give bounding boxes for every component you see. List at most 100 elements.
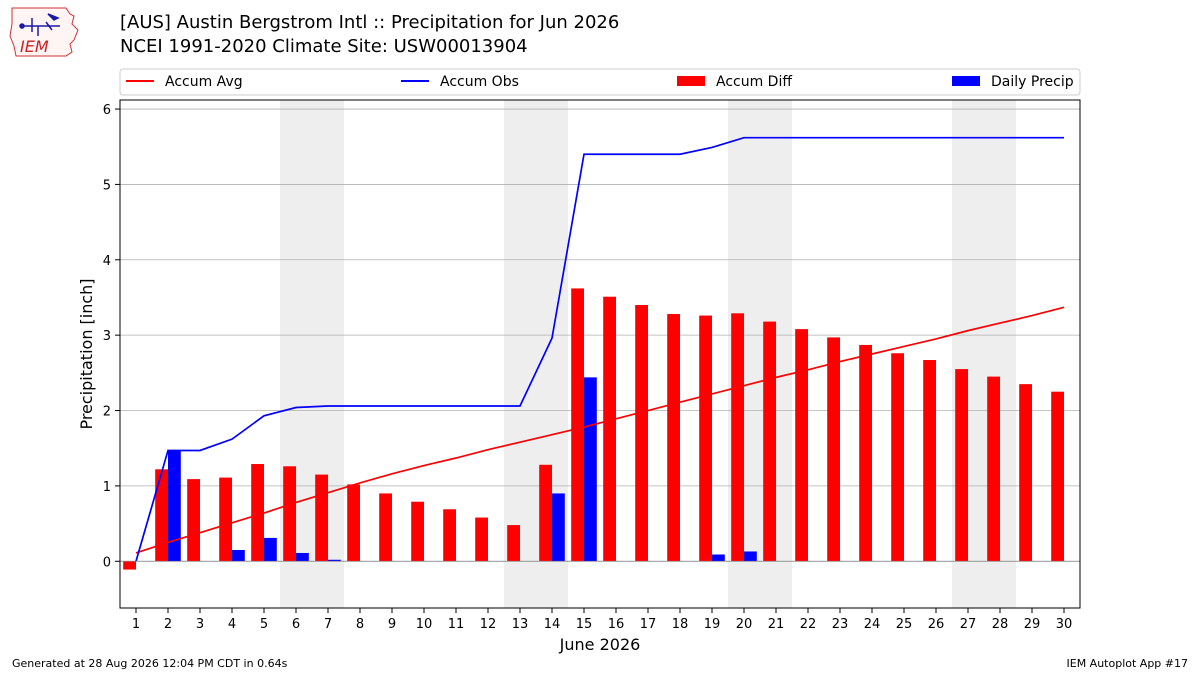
accum-diff-bar bbox=[507, 525, 520, 562]
accum-diff-bar bbox=[155, 469, 168, 562]
y-tick-label: 5 bbox=[103, 178, 111, 193]
daily-precip-bar bbox=[296, 552, 309, 562]
accum-diff-bar bbox=[891, 353, 904, 562]
accum-diff-bar bbox=[571, 288, 584, 562]
accum-avg-line bbox=[135, 306, 1065, 554]
accum-diff-bar bbox=[443, 509, 456, 562]
x-tick-label: 12 bbox=[480, 617, 497, 632]
x-tick-label: 6 bbox=[292, 617, 300, 632]
y-tick-label: 6 bbox=[103, 103, 111, 118]
accum-obs-line bbox=[135, 136, 1064, 562]
x-tick-label: 15 bbox=[576, 617, 593, 632]
daily-precip-bar bbox=[744, 551, 757, 562]
legend-item-accum-obs: Accum Obs bbox=[401, 74, 519, 90]
accum-diff-bar bbox=[1051, 391, 1064, 562]
x-tick-label: 2 bbox=[164, 617, 172, 632]
x-tick-label: 11 bbox=[448, 617, 465, 632]
legend-swatch-bar bbox=[952, 76, 980, 86]
legend-label: Accum Obs bbox=[440, 74, 519, 90]
iowa-outline-icon bbox=[9, 7, 79, 57]
accum-diff-bar bbox=[987, 376, 1000, 562]
legend-label: Daily Precip bbox=[991, 74, 1074, 90]
x-tick-label: 24 bbox=[864, 617, 881, 632]
x-tick-label: 5 bbox=[260, 617, 268, 632]
daily-precip-bar bbox=[264, 537, 277, 562]
x-tick-label: 22 bbox=[800, 617, 817, 632]
x-tick-label: 20 bbox=[736, 617, 753, 632]
y-tick-label: 1 bbox=[103, 480, 111, 495]
legend: Accum Avg Accum Obs Accum Diff Daily Pre… bbox=[119, 68, 1081, 96]
x-tick-label: 9 bbox=[388, 617, 396, 632]
daily-precip-bar bbox=[232, 549, 245, 562]
footer-app-text: IEM Autoplot App #17 bbox=[1066, 657, 1189, 670]
x-axis-label: June 2026 bbox=[559, 635, 641, 654]
y-tick-label: 2 bbox=[103, 405, 111, 420]
x-tick-label: 29 bbox=[1024, 617, 1041, 632]
x-tick-label: 7 bbox=[324, 617, 332, 632]
x-tick-label: 25 bbox=[896, 617, 913, 632]
plot-frame bbox=[119, 99, 1081, 609]
accum-diff-bar bbox=[379, 493, 392, 562]
x-tick-label: 16 bbox=[608, 617, 625, 632]
chart-title: [AUS] Austin Bergstrom Intl :: Precipita… bbox=[120, 12, 620, 33]
x-tick-label: 30 bbox=[1056, 617, 1073, 632]
x-tick-label: 14 bbox=[544, 617, 561, 632]
x-tick-label: 17 bbox=[640, 617, 657, 632]
accum-diff-bar bbox=[123, 561, 136, 570]
y-tick-label: 0 bbox=[103, 555, 111, 570]
y-tick-label: 4 bbox=[103, 254, 111, 269]
accum-diff-bar bbox=[763, 321, 776, 562]
accum-diff-bar bbox=[859, 344, 872, 562]
accum-diff-bar bbox=[795, 329, 808, 562]
legend-item-accum-avg: Accum Avg bbox=[126, 74, 243, 90]
daily-precip-bar bbox=[168, 450, 181, 562]
daily-precip-bar bbox=[584, 377, 597, 562]
accum-diff-bar bbox=[667, 314, 680, 562]
accum-diff-bar bbox=[827, 337, 840, 562]
chart-subtitle: NCEI 1991-2020 Climate Site: USW00013904 bbox=[120, 36, 528, 57]
legend-label: Accum Avg bbox=[165, 74, 243, 90]
accum-diff-bar bbox=[251, 464, 264, 562]
x-tick-label: 18 bbox=[672, 617, 689, 632]
x-tick-label: 1 bbox=[132, 617, 140, 632]
x-tick-label: 3 bbox=[196, 617, 204, 632]
bars bbox=[123, 288, 1064, 570]
accum-diff-bar bbox=[315, 474, 328, 562]
x-tick-label: 26 bbox=[928, 617, 945, 632]
iem-logo: IEM bbox=[9, 7, 79, 57]
x-tick-label: 28 bbox=[992, 617, 1009, 632]
accum-diff-bar bbox=[219, 477, 232, 562]
daily-precip-bar bbox=[328, 559, 341, 562]
accum-diff-bar bbox=[1019, 384, 1032, 562]
legend-item-daily-precip: Daily Precip bbox=[952, 74, 1074, 90]
lines bbox=[135, 136, 1065, 562]
legend-swatch-bar bbox=[677, 76, 705, 86]
daily-precip-bar bbox=[552, 493, 565, 562]
x-tick-label: 27 bbox=[960, 617, 977, 632]
weather-station-icon bbox=[19, 13, 60, 36]
accum-diff-bar bbox=[731, 313, 744, 562]
accum-diff-bar bbox=[699, 315, 712, 562]
x-tick-label: 19 bbox=[704, 617, 721, 632]
accum-diff-bar bbox=[347, 484, 360, 562]
footer-generated-text: Generated at 28 Aug 2026 12:04 PM CDT in… bbox=[12, 657, 288, 670]
logo-text: IEM bbox=[20, 37, 49, 56]
x-tick-label: 23 bbox=[832, 617, 849, 632]
x-tick-label: 13 bbox=[512, 617, 529, 632]
daily-precip-bar bbox=[712, 554, 725, 562]
accum-diff-bar bbox=[411, 501, 424, 562]
accum-diff-bar bbox=[187, 479, 200, 562]
accum-diff-bar bbox=[283, 466, 296, 562]
accum-diff-bar bbox=[603, 296, 616, 562]
accum-diff-bar bbox=[635, 305, 648, 562]
y-axis-label: Precipitation [inch] bbox=[77, 278, 96, 429]
y-tick-label: 3 bbox=[103, 329, 111, 344]
accum-diff-bar bbox=[475, 517, 488, 562]
legend-label: Accum Diff bbox=[716, 74, 792, 90]
legend-frame bbox=[119, 68, 1081, 96]
x-tick-label: 21 bbox=[768, 617, 785, 632]
legend-item-accum-diff: Accum Diff bbox=[677, 74, 792, 90]
x-tick-label: 4 bbox=[228, 617, 236, 632]
